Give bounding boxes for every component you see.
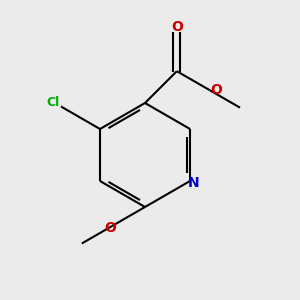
Text: O: O [210, 83, 222, 97]
Text: N: N [188, 176, 200, 190]
Text: Cl: Cl [46, 96, 60, 109]
Text: O: O [171, 20, 183, 34]
Text: O: O [104, 221, 116, 235]
